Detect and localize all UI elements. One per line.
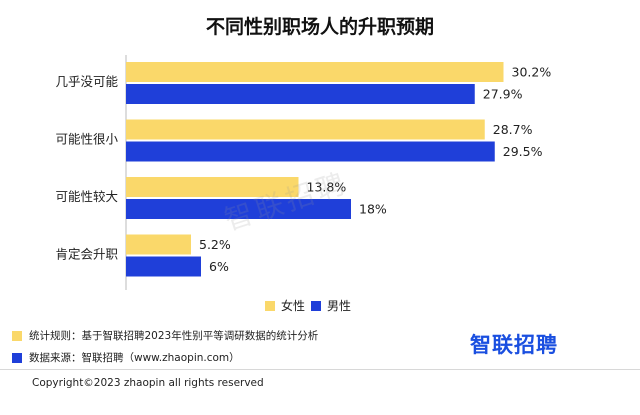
bar-male [126,256,201,277]
value-label: 29.5% [503,144,543,159]
bar-male [126,141,495,162]
legend-swatch-female [265,300,275,311]
notes: 统计规则：基于智联招聘2023年性别平等调研数据的统计分析 数据来源：智联招聘（… [12,328,318,372]
note-text-rule: 统计规则：基于智联招聘2023年性别平等调研数据的统计分析 [29,330,319,342]
legend-label-female: 女性 [281,299,306,313]
legend-label-male: 男性 [327,299,352,313]
note-text-source: 数据来源：智联招聘（www.zhaopin.com） [29,352,240,364]
value-label: 18% [359,202,387,217]
note-row-rule: 统计规则：基于智联招聘2023年性别平等调研数据的统计分析 [12,328,318,343]
bar-female [126,119,485,140]
note-swatch-source [12,352,22,363]
category-label: 可能性很小 [55,132,118,147]
bar-chart: 几乎没可能 30.2% 27.9% 可能性很小 28.7% 29.5% 可能性较大 13.8%… [55,55,552,290]
value-label: 13.8% [307,180,347,195]
bar-female [126,234,191,255]
note-swatch-rule [12,330,22,341]
legend-swatch-male [311,300,322,311]
note-row-source: 数据来源：智联招聘（www.zhaopin.com） [12,350,318,365]
brand-logo: 智联招聘 [470,333,558,357]
copyright: Copyright©2023 zhaopin all rights reserv… [32,377,264,389]
bar-female [126,177,299,197]
category-label: 肯定会升职 [55,247,118,262]
value-label: 30.2% [512,65,552,80]
value-label: 27.9% [483,87,523,102]
legend: 女性 男性 [265,297,351,314]
value-label: 6% [209,259,229,274]
value-label: 5.2% [199,237,231,252]
chart-title: 不同性别职场人的升职预期 [205,16,434,38]
category-label: 几乎没可能 [55,74,118,89]
value-label: 28.7% [493,122,533,137]
category-label: 可能性较大 [55,189,118,204]
bar-female [126,62,504,82]
bar-male [126,84,475,104]
footer-divider [0,369,640,370]
bar-male [126,199,351,219]
